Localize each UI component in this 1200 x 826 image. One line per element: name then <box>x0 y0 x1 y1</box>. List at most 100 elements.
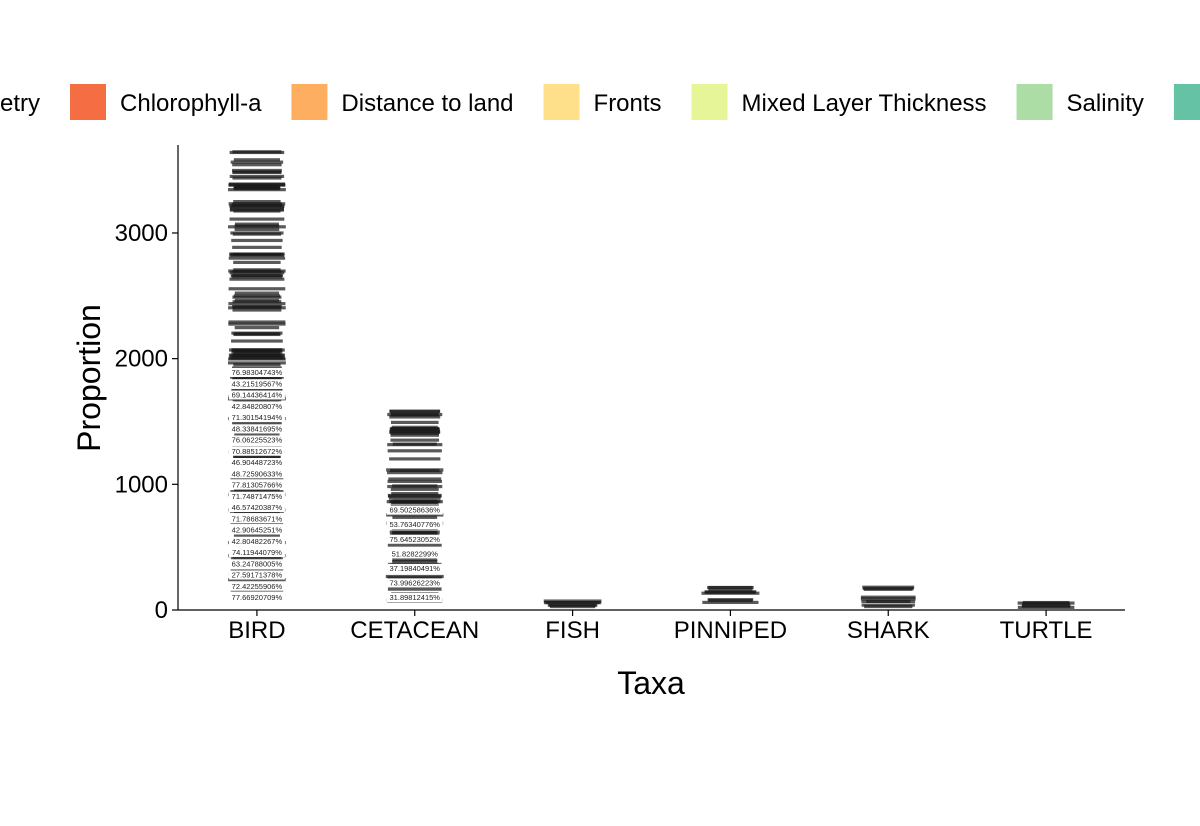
data-label-bg <box>386 578 443 588</box>
data-label-bg <box>228 581 285 591</box>
data-label-cluster-mark <box>863 587 913 591</box>
legend-swatch <box>291 84 328 120</box>
data-label: 48.33841695% <box>232 424 283 433</box>
data-label-cluster-mark <box>231 238 283 243</box>
data-label-cluster-mark <box>389 427 440 431</box>
legend-swatch <box>543 84 580 120</box>
data-label: 77.81305766% <box>232 481 283 490</box>
data-label: 76.06225523% <box>232 436 283 445</box>
data-label-cluster-mark <box>233 294 281 298</box>
legend-label: Chlorophyll-a <box>120 90 262 117</box>
data-label-cluster-mark <box>227 361 286 365</box>
data-label: 46.57420387% <box>232 503 283 512</box>
data-label: 74.11944079% <box>232 548 282 557</box>
data-label-cluster-mark <box>229 207 284 211</box>
data-label-cluster-mark <box>860 597 916 601</box>
x-tick-label: PINNIPED <box>674 617 787 644</box>
data-label-cluster-mark <box>387 443 443 447</box>
data-label: 27.59171378% <box>232 571 283 580</box>
legend-swatch <box>1173 84 1200 120</box>
data-label: 48.72590633% <box>232 469 283 478</box>
data-label: 76.98304743% <box>232 368 283 377</box>
y-tick-label: 3000 <box>115 220 168 247</box>
data-label-cluster-mark <box>387 449 442 453</box>
data-label-bg <box>228 446 285 456</box>
data-label-cluster-mark <box>232 300 282 304</box>
y-axis: 0 1000 2000 3000 <box>115 145 179 624</box>
data-label-cluster-mark <box>549 604 596 609</box>
data-label-cluster-mark <box>234 227 280 232</box>
data-label-bg <box>386 505 443 515</box>
data-label-cluster-mark <box>230 273 284 278</box>
data-label: 71.74871475% <box>232 492 283 501</box>
data-label: 73.99626223% <box>390 578 441 587</box>
data-label-cluster-mark <box>390 487 439 491</box>
legend-label: Fronts <box>594 90 662 117</box>
data-label-bg <box>228 536 285 546</box>
data-label-bg <box>228 491 285 501</box>
data-label: 69.50258636% <box>390 506 441 515</box>
data-label-cluster-mark <box>387 412 443 417</box>
legend-label: Mixed Layer Thickness <box>742 90 987 117</box>
data-label-cluster-mark <box>390 438 440 442</box>
data-label-cluster-mark <box>234 349 280 353</box>
data-label-bg <box>228 570 285 580</box>
data-label-cluster-mark <box>229 174 285 179</box>
data-label-bg <box>228 593 285 602</box>
data-label-cluster-mark <box>708 588 753 592</box>
data-label: 46.90448723% <box>232 458 283 467</box>
data-label-cluster-mark <box>232 163 282 167</box>
data-label-cluster-mark <box>233 332 281 337</box>
data-label-cluster-mark <box>232 203 282 208</box>
data-label-cluster-mark <box>232 170 282 174</box>
data-label-cluster-mark <box>234 433 280 437</box>
data-label-cluster-mark <box>387 470 443 475</box>
data-label-bg <box>386 534 443 544</box>
data-label-cluster-mark <box>389 530 440 534</box>
data-label-bg <box>228 413 285 422</box>
data-label-cluster-mark <box>232 176 282 180</box>
data-label-cluster-mark <box>232 455 281 459</box>
data-label-cluster-mark <box>392 560 438 564</box>
data-label-cluster-mark <box>232 308 282 312</box>
data-label-cluster-mark <box>228 306 286 310</box>
data-label-cluster-mark <box>387 493 442 498</box>
data-label-cluster-mark <box>232 422 282 426</box>
data-label-cluster-mark <box>230 252 284 256</box>
data-label-cluster-mark <box>389 429 440 434</box>
data-label-cluster-mark <box>389 415 441 419</box>
data-label-cluster-mark <box>232 269 282 274</box>
data-label-cluster-mark <box>705 590 756 594</box>
data-label: 37.19840491% <box>390 564 441 573</box>
data-label-cluster-mark <box>231 356 283 360</box>
data-label-cluster-mark <box>389 457 441 461</box>
data-label-cluster-mark <box>386 500 443 504</box>
data-label-cluster-mark <box>708 585 753 590</box>
data-label-bg <box>386 520 443 530</box>
data-label-cluster-mark <box>387 587 442 591</box>
data-label-cluster-mark <box>234 224 280 228</box>
data-label-cluster-mark <box>233 158 280 162</box>
data-label-cluster-mark <box>228 322 286 326</box>
data-label-bg <box>228 559 285 569</box>
data-label: 69.14436414% <box>232 391 283 400</box>
data-label-cluster-mark <box>233 488 280 492</box>
legend-swatch <box>691 84 728 120</box>
legend-swatch <box>70 84 107 120</box>
data-label: 63.24788005% <box>232 559 283 568</box>
y-tick-label: 1000 <box>115 471 168 498</box>
legend-label: Distance to land <box>341 90 513 117</box>
data-label-bg <box>228 548 285 557</box>
data-label-cluster-mark <box>229 375 284 379</box>
data-label-cluster-mark <box>228 320 286 324</box>
y-axis-title: Proportion <box>71 304 107 452</box>
data-label-cluster-mark <box>234 326 280 330</box>
x-tick-label: FISH <box>545 617 600 644</box>
legend: etry Chlorophyll-a Distance to land Fronts M… <box>0 84 1200 120</box>
data-label: 71.78683671% <box>232 514 283 523</box>
data-label: 72.42255906% <box>232 582 283 591</box>
data-label-bg <box>386 593 443 602</box>
data-label-bg <box>228 503 285 512</box>
data-label-cluster-mark <box>234 291 280 295</box>
data-label-bg <box>228 480 285 490</box>
